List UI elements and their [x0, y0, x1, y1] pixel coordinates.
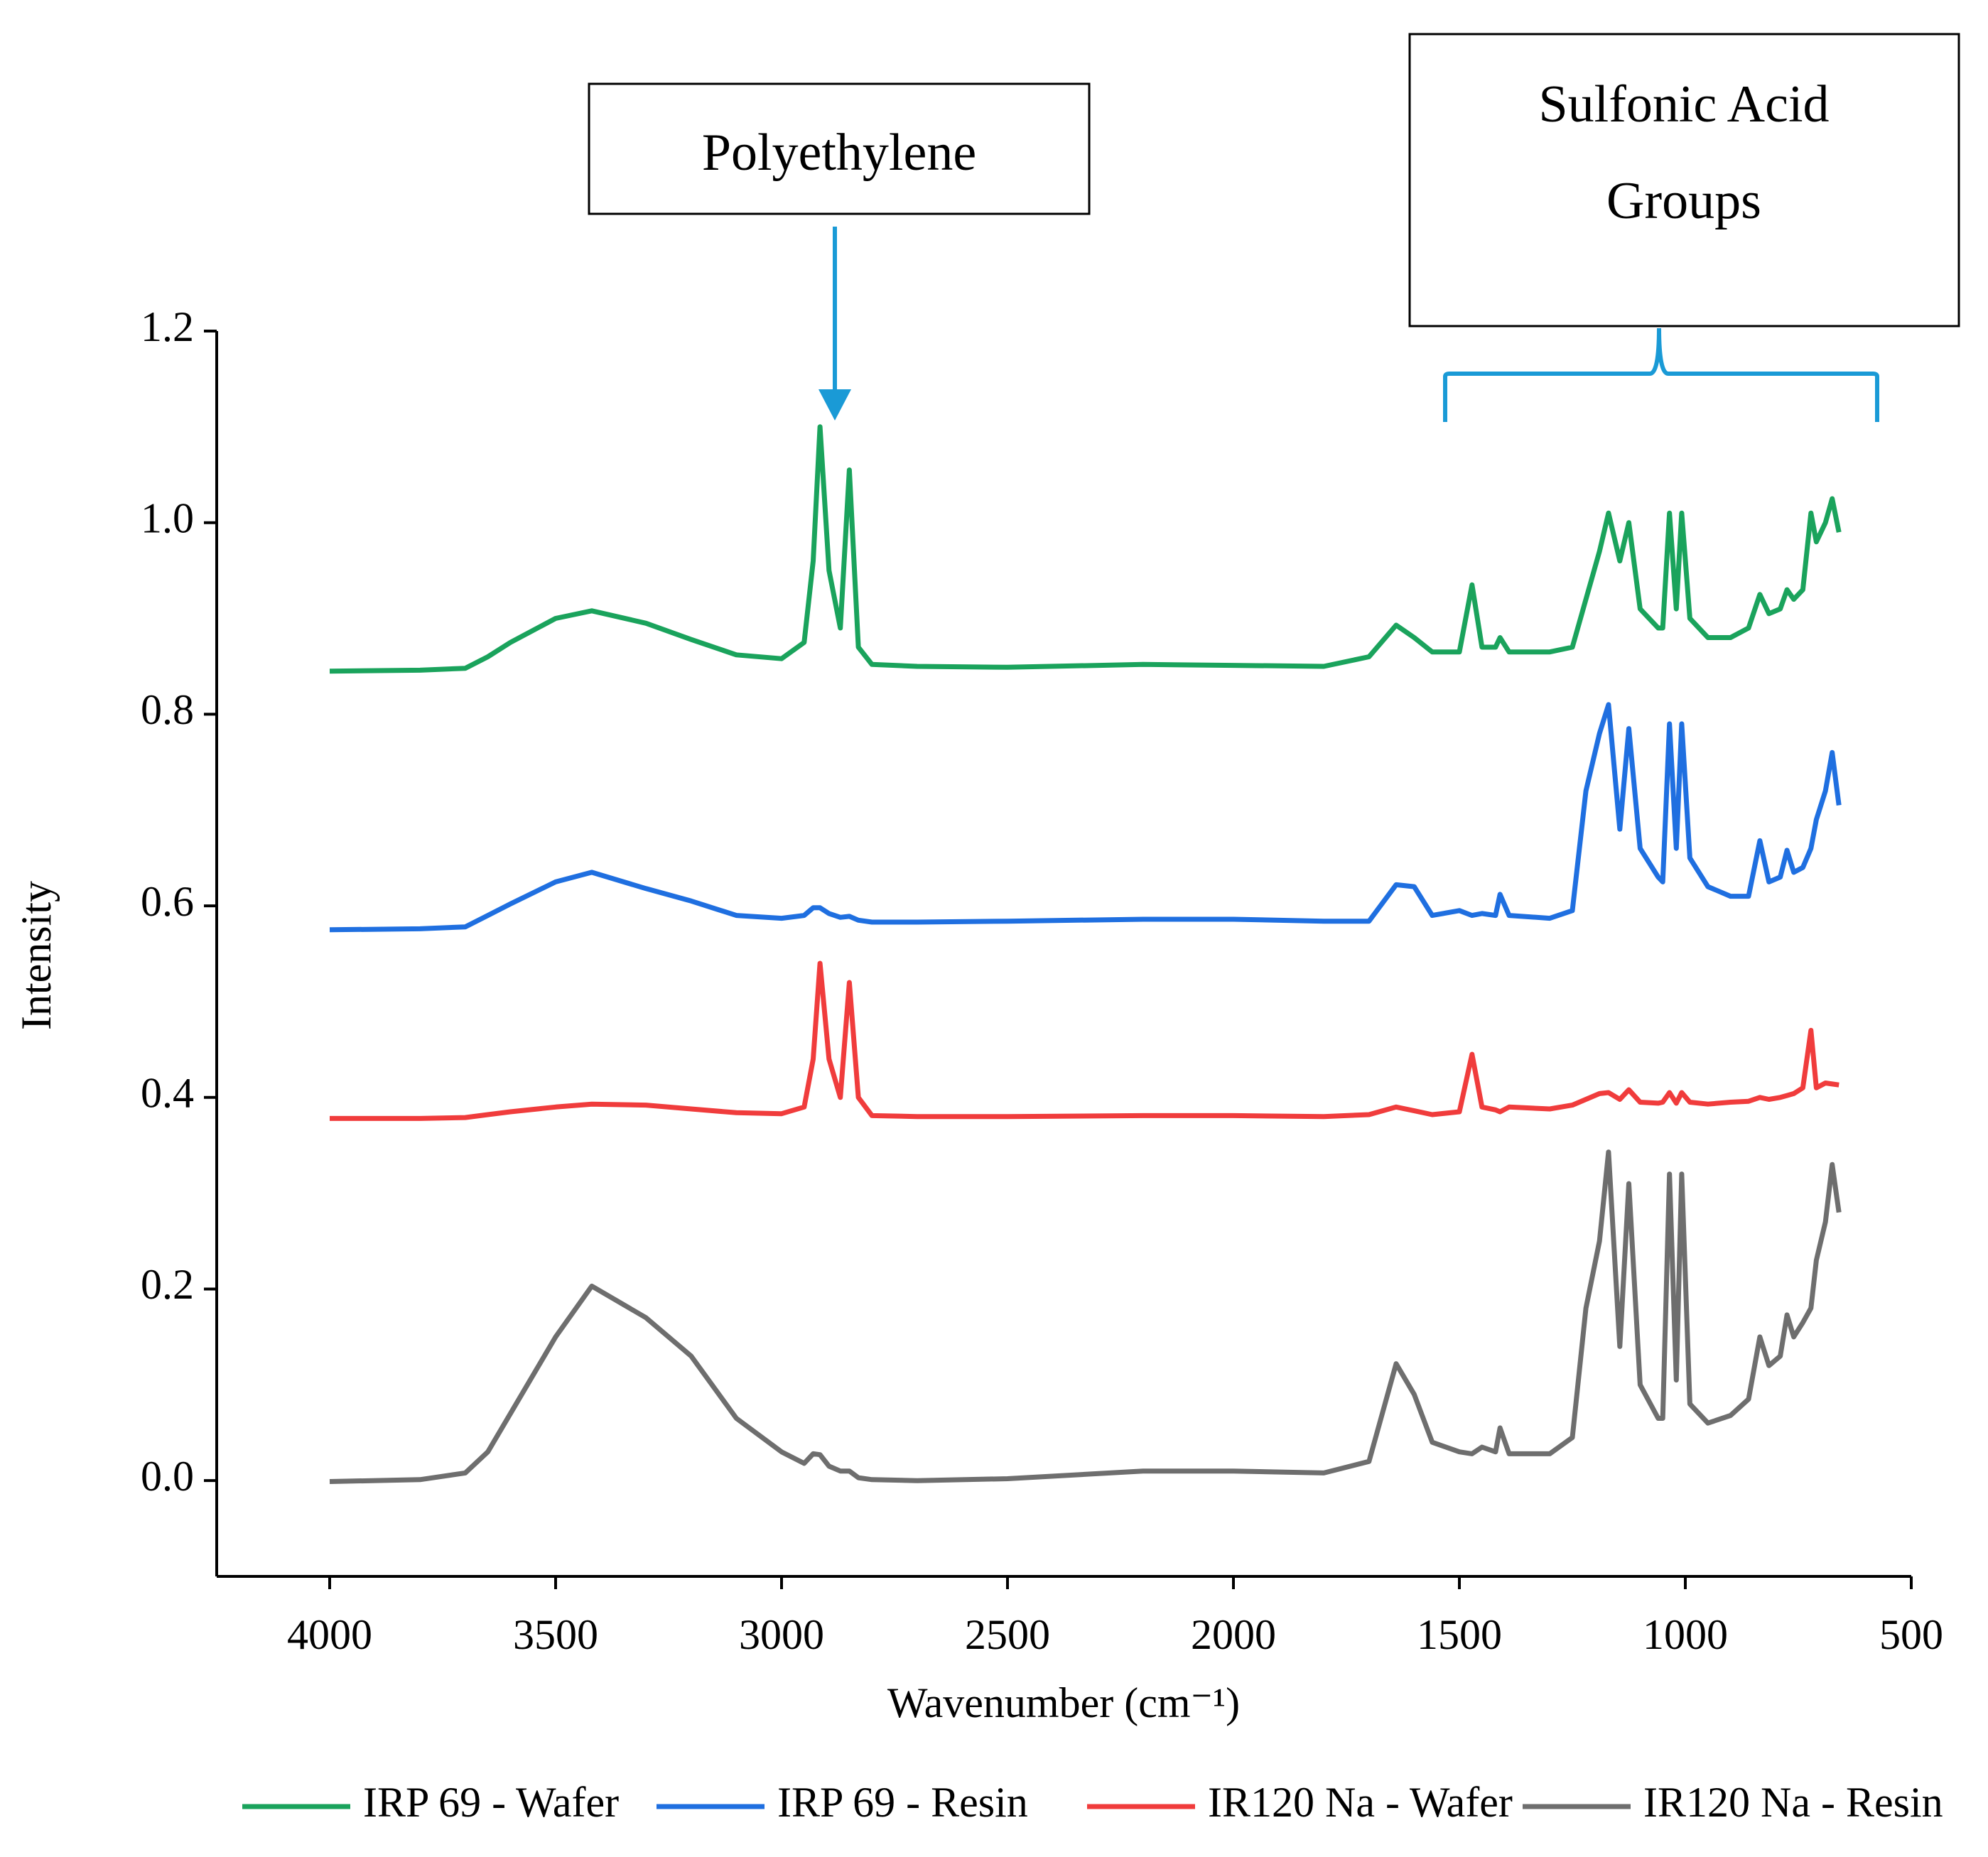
series-line — [329, 702, 1842, 933]
plot-area: 0.0 0.2 0.4 0.6 0.8 1.0 1.2 4000 3500 3000 2500 200… — [141, 303, 1943, 1826]
annotation-box — [588, 82, 1091, 215]
y-tick-label: 0.6 — [141, 878, 194, 925]
y-tick-label: 0.8 — [141, 686, 194, 733]
bracket — [1443, 327, 1879, 422]
annotation: Polyethylene — [702, 124, 976, 182]
series-line — [329, 424, 1842, 674]
x-tick-label: 2000 — [1191, 1611, 1276, 1658]
x-tick-label: 3500 — [513, 1611, 598, 1658]
legend-label: IR120 Na - Resin — [1643, 1779, 1943, 1826]
x-tick-label: 1500 — [1417, 1611, 1502, 1658]
legend-label: IR120 Na - Wafer — [1208, 1779, 1513, 1826]
y-tick-label: 1.0 — [141, 494, 194, 541]
legend-label: IRP 69 - Resin — [777, 1779, 1028, 1826]
annotation: Groups — [1606, 172, 1761, 230]
y-tick-label: 1.2 — [141, 303, 194, 350]
legend-label: IRP 69 - Wafer — [363, 1779, 619, 1826]
arrow-head — [819, 389, 851, 421]
series-line — [330, 960, 1840, 1121]
x-tick-label: 500 — [1879, 1611, 1943, 1658]
x-tick-label: 3000 — [739, 1611, 824, 1658]
annotation: Sulfonic Acid — [1538, 75, 1829, 134]
x-tick-label: 1000 — [1643, 1611, 1728, 1658]
y-tick-label: 0.0 — [141, 1453, 194, 1500]
x-tick-label: 2500 — [965, 1611, 1050, 1658]
y-tick-label: 0.4 — [141, 1070, 194, 1117]
y-axis-label: Intensity — [13, 881, 60, 1030]
x-tick-label: 4000 — [287, 1611, 372, 1658]
x-axis-label: Wavenumber (cm⁻¹) — [887, 1679, 1240, 1726]
series-line — [329, 1149, 1842, 1484]
y-tick-label: 0.2 — [141, 1261, 194, 1308]
annotation-box — [1408, 33, 1960, 327]
